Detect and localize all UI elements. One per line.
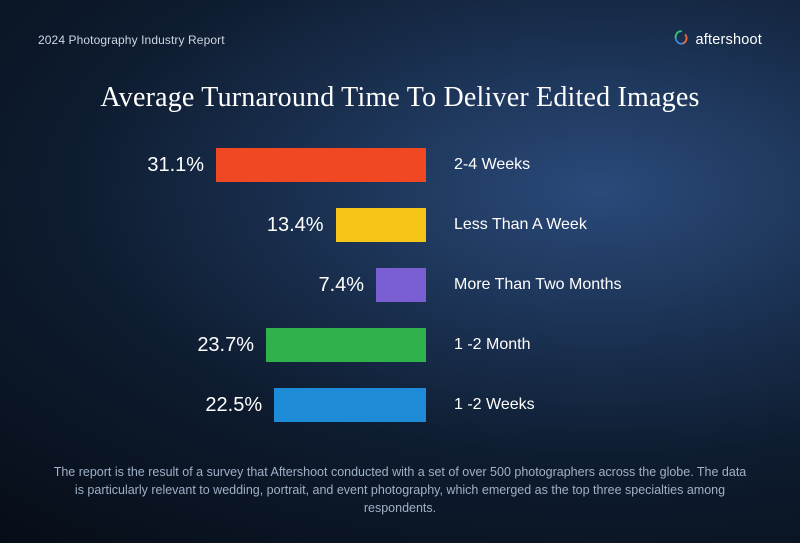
bar-label: Less Than A Week	[438, 216, 587, 234]
brand-name: aftershoot	[696, 32, 763, 48]
bar	[216, 148, 426, 182]
footer-note: The report is the result of a survey tha…	[50, 463, 750, 517]
chart-row: 31.1%2-4 Weeks	[38, 148, 762, 182]
bar	[266, 328, 426, 362]
bar-label: 1 -2 Month	[438, 336, 530, 354]
bar-percent: 7.4%	[38, 268, 438, 302]
bar	[336, 208, 426, 242]
bar-percent: 13.4%	[38, 208, 438, 242]
aftershoot-logo-icon	[672, 29, 690, 52]
brand: aftershoot	[672, 29, 763, 52]
chart-row: 13.4%Less Than A Week	[38, 208, 762, 242]
bar	[274, 388, 426, 422]
report-subtitle: 2024 Photography Industry Report	[38, 33, 225, 47]
report-card: 2024 Photography Industry Report aftersh…	[0, 0, 800, 543]
top-bar: 2024 Photography Industry Report aftersh…	[38, 28, 762, 52]
chart-row: 7.4%More Than Two Months	[38, 268, 762, 302]
chart-title: Average Turnaround Time To Deliver Edite…	[38, 82, 762, 114]
bar-label: 1 -2 Weeks	[438, 396, 535, 414]
chart-row: 23.7%1 -2 Month	[38, 328, 762, 362]
bar-label: More Than Two Months	[438, 276, 622, 294]
bar-percent: 23.7%	[38, 328, 438, 362]
chart-row: 22.5%1 -2 Weeks	[38, 388, 762, 422]
bar-label: 2-4 Weeks	[438, 156, 530, 174]
turnaround-chart: 31.1%2-4 Weeks 13.4%Less Than A Week 7.4%M…	[38, 148, 762, 422]
bar	[376, 268, 426, 302]
bar-percent: 31.1%	[38, 148, 438, 182]
bar-percent: 22.5%	[38, 388, 438, 422]
